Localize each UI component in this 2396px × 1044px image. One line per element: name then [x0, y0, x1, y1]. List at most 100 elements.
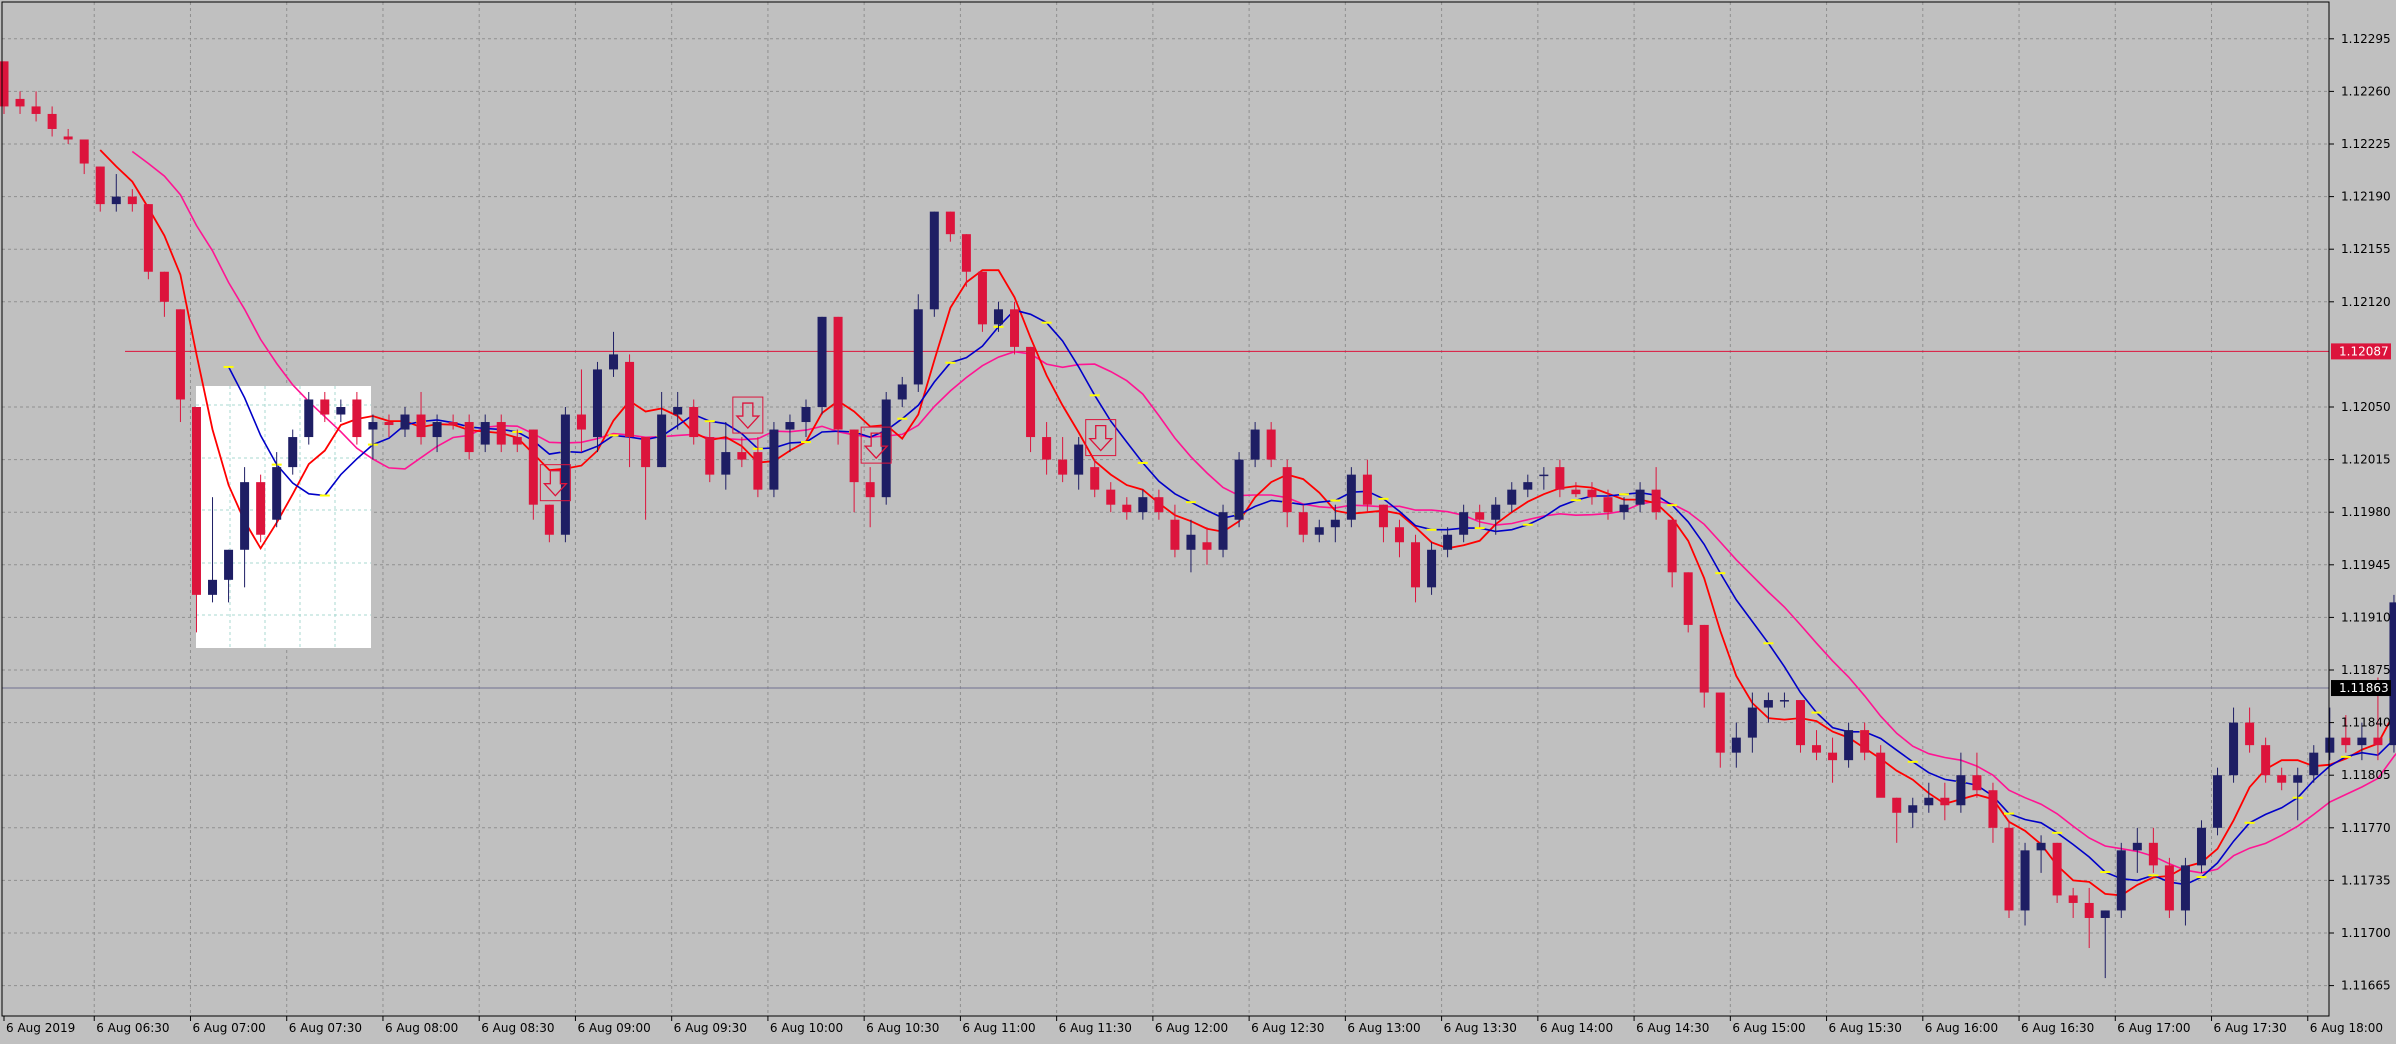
- bear-candle-body[interactable]: [63, 136, 73, 140]
- bear-candle-body[interactable]: [1940, 797, 1950, 806]
- candle[interactable]: [1026, 346, 1036, 453]
- bear-candle-body[interactable]: [625, 361, 635, 438]
- candle[interactable]: [673, 391, 683, 430]
- candle[interactable]: [657, 391, 667, 468]
- candle[interactable]: [913, 294, 923, 392]
- bull-candle-body[interactable]: [432, 422, 442, 438]
- candle[interactable]: [480, 414, 490, 453]
- candle[interactable]: [2020, 842, 2030, 926]
- candle[interactable]: [2325, 707, 2335, 761]
- candle[interactable]: [1635, 482, 1645, 513]
- candle[interactable]: [1042, 422, 1052, 475]
- bear-candle-body[interactable]: [1394, 527, 1404, 543]
- bear-candle-body[interactable]: [191, 407, 201, 595]
- bear-candle-body[interactable]: [448, 422, 458, 426]
- candle[interactable]: [609, 331, 619, 377]
- candle[interactable]: [1587, 482, 1597, 505]
- bull-candle-body[interactable]: [1218, 512, 1228, 550]
- bull-candle-body[interactable]: [1523, 482, 1533, 490]
- bull-candle-body[interactable]: [1908, 805, 1918, 813]
- bear-candle-body[interactable]: [416, 414, 426, 438]
- bear-candle-body[interactable]: [849, 429, 859, 483]
- candle[interactable]: [2004, 820, 2014, 918]
- bull-candle-body[interactable]: [336, 407, 346, 415]
- bear-candle-body[interactable]: [1860, 730, 1870, 753]
- candle[interactable]: [1860, 722, 1870, 761]
- candle[interactable]: [1491, 497, 1501, 535]
- bull-candle-body[interactable]: [560, 414, 570, 535]
- bull-candle-body[interactable]: [2213, 775, 2223, 828]
- bear-candle-body[interactable]: [833, 316, 843, 430]
- bull-candle-body[interactable]: [881, 399, 891, 498]
- bear-candle-body[interactable]: [1170, 519, 1180, 550]
- candle[interactable]: [0, 61, 9, 114]
- bear-candle-body[interactable]: [2004, 827, 2014, 911]
- bear-candle-body[interactable]: [1812, 745, 1822, 753]
- bull-candle-body[interactable]: [2116, 850, 2126, 911]
- bull-candle-body[interactable]: [2309, 752, 2319, 776]
- candle[interactable]: [977, 271, 987, 332]
- bull-candle-body[interactable]: [721, 452, 731, 475]
- candle[interactable]: [897, 376, 907, 407]
- candle[interactable]: [929, 211, 939, 317]
- candle[interactable]: [1250, 422, 1260, 468]
- candle[interactable]: [2116, 842, 2126, 918]
- candle[interactable]: [336, 399, 346, 423]
- bear-candle-body[interactable]: [1828, 752, 1838, 761]
- bull-candle-body[interactable]: [1250, 429, 1260, 460]
- candle[interactable]: [512, 429, 522, 453]
- bear-candle-body[interactable]: [127, 196, 137, 205]
- candle[interactable]: [496, 414, 506, 453]
- candle[interactable]: [1571, 482, 1581, 498]
- bear-candle-body[interactable]: [464, 422, 474, 453]
- bear-candle-body[interactable]: [2341, 737, 2351, 746]
- candle[interactable]: [753, 437, 763, 498]
- candle[interactable]: [2180, 857, 2190, 926]
- candle[interactable]: [721, 422, 731, 490]
- candle[interactable]: [1058, 437, 1068, 483]
- candle[interactable]: [288, 429, 298, 475]
- bear-candle-body[interactable]: [512, 437, 522, 445]
- bull-candle-body[interactable]: [929, 211, 939, 310]
- candle[interactable]: [1715, 692, 1725, 768]
- bear-candle-body[interactable]: [95, 166, 105, 205]
- candle[interactable]: [47, 106, 57, 137]
- candle[interactable]: [208, 497, 218, 603]
- candle[interactable]: [945, 211, 955, 242]
- candle[interactable]: [1427, 542, 1437, 595]
- bear-candle-body[interactable]: [945, 211, 955, 235]
- candle[interactable]: [1539, 467, 1549, 490]
- bear-candle-body[interactable]: [1603, 497, 1613, 513]
- bull-candle-body[interactable]: [1619, 504, 1629, 513]
- candle[interactable]: [592, 361, 602, 453]
- bear-candle-body[interactable]: [544, 504, 554, 535]
- bull-candle-body[interactable]: [1346, 474, 1356, 520]
- candle[interactable]: [1683, 572, 1693, 633]
- bear-candle-body[interactable]: [496, 422, 506, 445]
- candle[interactable]: [1378, 504, 1388, 543]
- bull-candle-body[interactable]: [2293, 775, 2303, 783]
- candle[interactable]: [1603, 489, 1613, 520]
- bull-candle-body[interactable]: [1074, 444, 1084, 475]
- candle[interactable]: [1908, 797, 1918, 828]
- bull-candle-body[interactable]: [913, 309, 923, 385]
- candle[interactable]: [801, 399, 811, 438]
- bull-candle-body[interactable]: [1747, 707, 1757, 738]
- bull-candle-body[interactable]: [272, 467, 282, 520]
- bear-candle-body[interactable]: [1571, 489, 1581, 495]
- candle[interactable]: [1667, 519, 1677, 588]
- candle[interactable]: [2052, 842, 2062, 903]
- bear-candle-body[interactable]: [737, 452, 747, 460]
- bear-candle-body[interactable]: [1378, 504, 1388, 528]
- bull-candle-body[interactable]: [2020, 850, 2030, 911]
- bull-candle-body[interactable]: [1956, 775, 1966, 806]
- candle[interactable]: [1523, 474, 1533, 498]
- candle[interactable]: [2084, 887, 2094, 949]
- bear-candle-body[interactable]: [641, 437, 651, 468]
- bull-candle-body[interactable]: [2036, 842, 2046, 851]
- bull-candle-body[interactable]: [657, 414, 667, 468]
- candle[interactable]: [2341, 715, 2351, 753]
- bear-candle-body[interactable]: [1651, 489, 1661, 513]
- bull-candle-body[interactable]: [400, 414, 410, 430]
